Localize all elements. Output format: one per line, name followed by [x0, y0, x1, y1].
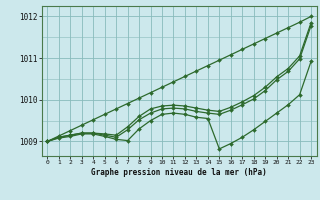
X-axis label: Graphe pression niveau de la mer (hPa): Graphe pression niveau de la mer (hPa)	[91, 168, 267, 177]
